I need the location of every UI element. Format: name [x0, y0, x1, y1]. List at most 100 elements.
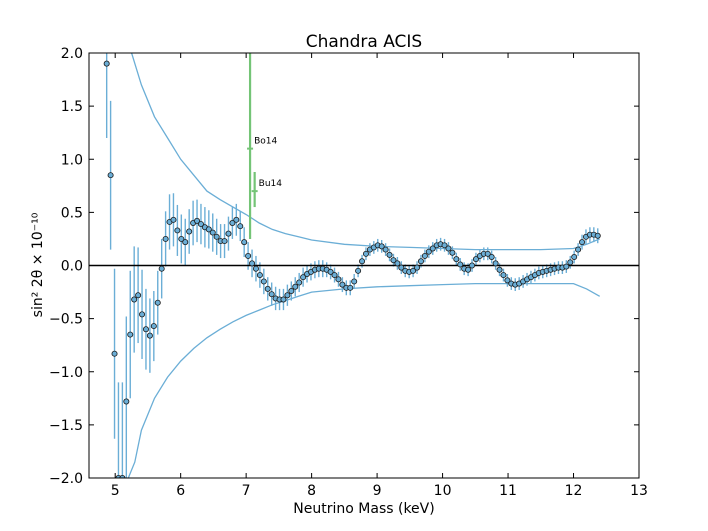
data-point: [335, 276, 342, 283]
data-point: [453, 256, 460, 263]
data-point: [394, 260, 401, 267]
data-point: [209, 229, 216, 236]
data-point: [162, 235, 169, 242]
data-point: [417, 258, 424, 265]
data-point: [146, 332, 153, 339]
data-point: [139, 311, 146, 318]
data-point: [579, 239, 586, 246]
data-point: [158, 265, 165, 272]
y-axis-label: sin² 2θ × 10⁻¹⁰: [30, 212, 46, 317]
data-point: [186, 228, 193, 235]
data-point: [449, 249, 456, 256]
data-point: [296, 279, 303, 286]
data-point: [292, 283, 299, 290]
data-point: [504, 277, 511, 284]
data-point: [359, 258, 366, 265]
data-point: [386, 251, 393, 258]
data-point: [127, 331, 134, 338]
x-tick-label: 6: [176, 483, 185, 499]
data-point: [111, 350, 118, 357]
annotation-bu14: [251, 172, 258, 208]
annotation-label: Bo14: [254, 137, 277, 147]
y-tick-label: 0.0: [61, 259, 83, 275]
data-point: [213, 233, 220, 240]
annotation-bo14: [247, 53, 254, 239]
data-point: [197, 221, 204, 228]
x-tick-label: 8: [307, 483, 316, 499]
data-point: [260, 278, 267, 285]
data-point: [567, 259, 574, 266]
data-point: [241, 239, 248, 246]
data-point: [131, 296, 138, 303]
x-tick-label: 10: [434, 483, 452, 499]
series-line-upper-envelope: [130, 53, 600, 251]
data-point: [229, 219, 236, 226]
data-point: [465, 266, 472, 273]
data-point: [421, 252, 428, 259]
data-point: [563, 263, 570, 270]
data-point: [469, 262, 476, 269]
chart-title: Chandra ACIS: [306, 32, 422, 52]
data-point: [237, 223, 244, 230]
data-point: [178, 235, 185, 242]
x-tick-label: 11: [499, 483, 517, 499]
data-point: [390, 257, 397, 264]
x-tick-label: 7: [242, 483, 251, 499]
series-line-lower-envelope: [127, 282, 601, 478]
y-tick-label: −2.0: [49, 471, 83, 487]
data-point: [441, 242, 448, 249]
x-tick-label: 5: [111, 483, 120, 499]
x-tick-label: 12: [565, 483, 583, 499]
data-point: [284, 292, 291, 299]
data-point: [331, 272, 338, 279]
data-point: [425, 248, 432, 255]
data-point: [488, 253, 495, 260]
data-point: [142, 326, 149, 333]
data-point: [225, 230, 232, 237]
y-tick-label: −0.5: [49, 312, 83, 328]
data-point: [575, 246, 582, 253]
data-point: [103, 60, 110, 67]
data-point: [492, 260, 499, 267]
data-point: [571, 253, 578, 260]
data-point: [170, 216, 177, 223]
data-point: [355, 267, 362, 274]
data-point: [414, 264, 421, 271]
data-point: [362, 250, 369, 257]
data-point: [327, 268, 334, 275]
data-point: [249, 260, 256, 267]
data-point: [135, 292, 142, 299]
data-point: [174, 227, 181, 234]
data-point: [472, 256, 479, 263]
annotation-label: Bu14: [259, 179, 283, 189]
data-point: [280, 296, 287, 303]
data-point: [233, 216, 240, 223]
data-point: [300, 274, 307, 281]
data-point: [500, 272, 507, 279]
data-point: [205, 226, 212, 233]
data-point: [245, 252, 252, 259]
axis-ticks: 5 6 7 8 9 10 11 12 13 −2.0 −1.5 −1.0 −0.5 0.0 0.5 1.0 1.…: [49, 46, 648, 499]
data-point: [398, 264, 405, 271]
plot-area: [89, 53, 639, 478]
x-tick-label: 13: [630, 483, 648, 499]
data-point: [382, 246, 389, 253]
y-tick-label: 1.5: [61, 99, 83, 115]
data-point: [496, 266, 503, 273]
data-point: [457, 261, 464, 268]
data-point: [221, 238, 228, 245]
data-point: [288, 287, 295, 294]
data-point: [268, 291, 275, 298]
data-point: [154, 299, 161, 306]
x-tick-label: 9: [373, 483, 382, 499]
y-tick-label: −1.5: [49, 418, 83, 434]
data-point: [194, 217, 201, 224]
y-tick-label: 0.5: [61, 205, 83, 221]
data-point: [123, 398, 130, 405]
data-point: [410, 267, 417, 274]
data-point: [445, 245, 452, 252]
data-point: [107, 172, 114, 179]
data-point: [429, 245, 436, 252]
data-point: [594, 232, 601, 239]
